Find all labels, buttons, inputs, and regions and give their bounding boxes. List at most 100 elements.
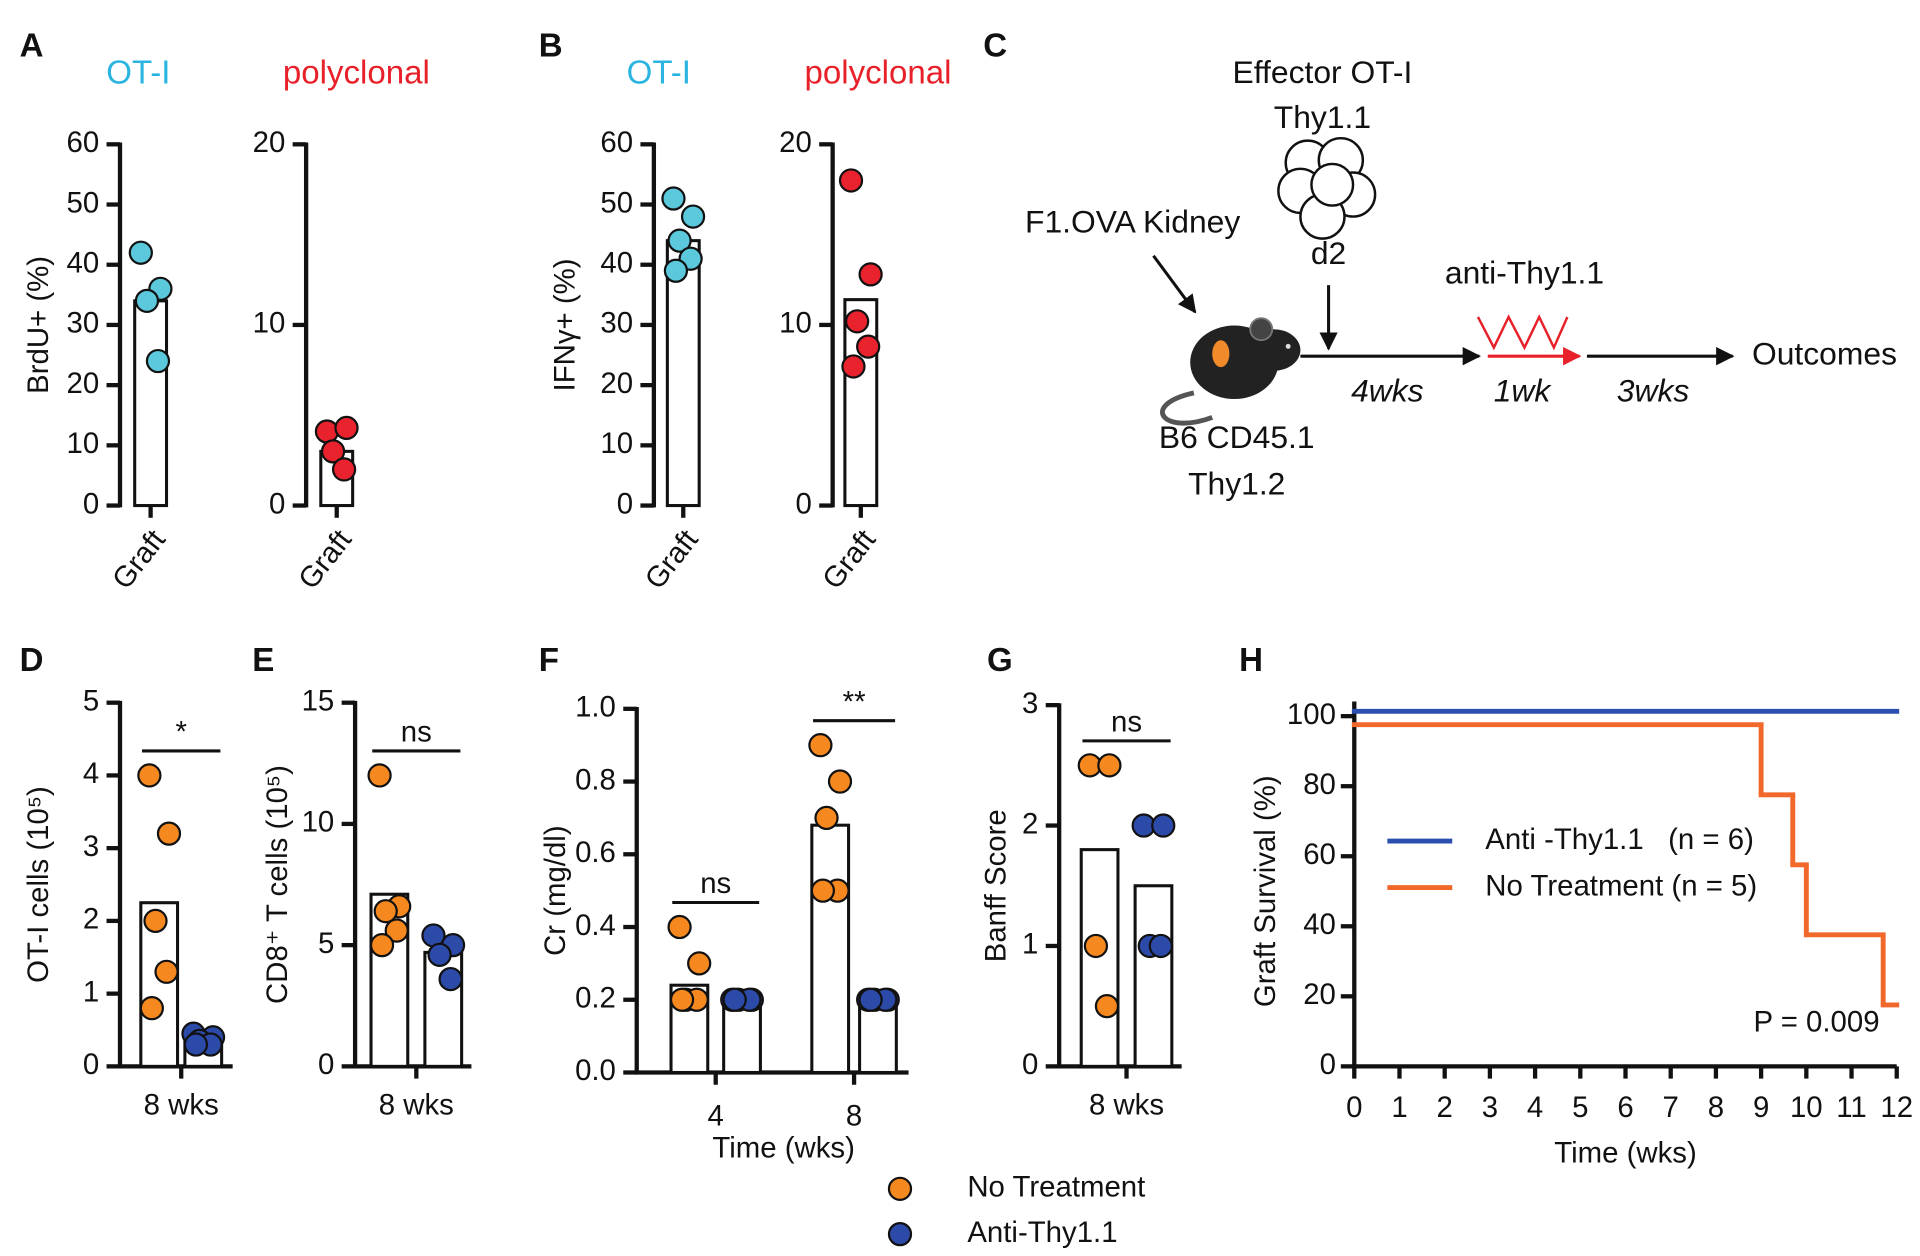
y-tick-label: 40	[1303, 908, 1336, 941]
x-tick-label: Graft	[638, 524, 704, 596]
interval-label: 4wks	[1351, 372, 1424, 408]
data-point	[367, 763, 392, 788]
panel-label: F	[539, 642, 559, 679]
x-tick-label: 4	[1527, 1091, 1543, 1124]
data-point	[331, 457, 357, 482]
data-point	[858, 987, 883, 1012]
data-point	[827, 769, 853, 794]
bar	[139, 901, 180, 1068]
panel-label: C	[983, 27, 1007, 64]
significance-label: ns	[1111, 705, 1142, 738]
y-tick-label: 0	[83, 487, 99, 520]
y-tick-label: 10	[779, 307, 812, 340]
bar	[1079, 848, 1120, 1068]
y-tick-label: 10	[302, 806, 335, 839]
y-tick-label: 20	[66, 367, 99, 400]
data-point	[373, 899, 398, 924]
y-tick-label: 2	[83, 903, 99, 936]
data-point	[1094, 994, 1120, 1019]
y-tick-label: 20	[1303, 978, 1336, 1011]
y-tick-label: 20	[253, 126, 286, 159]
y-axis-label: Graft Survival (%)	[1249, 775, 1282, 1007]
y-tick-label: 0	[83, 1048, 99, 1081]
x-tick-label: 8 wks	[1089, 1089, 1164, 1122]
host-label: Thy1.2	[1188, 465, 1285, 501]
x-tick-label: 8 wks	[379, 1089, 454, 1122]
y-tick-label: 30	[66, 307, 99, 340]
data-point	[858, 262, 883, 287]
x-tick-label: 8	[846, 1100, 862, 1133]
bar	[722, 998, 762, 1075]
bar	[810, 823, 851, 1075]
x-tick-label: 4	[708, 1100, 724, 1133]
x-tick-label: 8	[1708, 1091, 1724, 1124]
data-point	[661, 186, 686, 211]
y-tick-label: 50	[600, 186, 633, 219]
y-tick-label: 20	[779, 126, 812, 159]
legend-label: Anti -Thy1.1 (n = 6)	[1485, 823, 1754, 856]
y-axis-label: Banff Score	[980, 809, 1013, 962]
y-tick-label: 5	[83, 684, 99, 717]
y-tick-label: 0.8	[575, 763, 616, 796]
x-tick-label: 7	[1663, 1091, 1679, 1124]
data-point	[384, 918, 409, 943]
y-tick-label: 0	[269, 487, 285, 520]
x-tick-label: 12	[1880, 1091, 1913, 1124]
data-point	[667, 228, 692, 253]
outcome-label: Outcomes	[1752, 336, 1897, 372]
data-point	[667, 914, 692, 940]
injections	[1476, 314, 1569, 351]
data-point	[334, 415, 359, 441]
x-tick-label: 0	[1346, 1091, 1362, 1124]
legend-label: No Treatment	[967, 1171, 1145, 1204]
data-point	[134, 288, 160, 313]
y-tick-label: 0.4	[575, 909, 616, 942]
y-tick-label: 10	[253, 307, 286, 340]
data-point	[808, 733, 833, 758]
x-tick-label: 2	[1437, 1091, 1453, 1124]
arrow	[1152, 254, 1197, 314]
bar	[858, 998, 898, 1075]
y-tick-label: 0	[1022, 1048, 1038, 1081]
panel-label: D	[20, 642, 44, 679]
y-tick-label: 0	[1320, 1048, 1336, 1081]
y-tick-label: 10	[66, 427, 99, 460]
x-tick-label: 10	[1790, 1091, 1823, 1124]
data-point	[669, 987, 695, 1012]
data-point	[687, 951, 712, 976]
bar	[133, 299, 169, 508]
y-tick-label: 60	[66, 126, 99, 159]
panel-label: E	[252, 642, 274, 679]
data-point	[814, 805, 839, 831]
y-tick-label: 30	[600, 307, 633, 340]
chart-title: polyclonal	[283, 54, 430, 91]
data-point	[856, 334, 881, 359]
y-axis-label: CD8⁺ T cells (10⁵)	[261, 765, 294, 1004]
data-point	[427, 942, 452, 967]
y-tick-label: 60	[1303, 838, 1336, 871]
interval-label: 1wk	[1494, 372, 1553, 408]
chart-title: OT-I	[106, 54, 170, 91]
x-axis-label: Time (wks)	[1554, 1136, 1697, 1169]
data-point	[139, 996, 164, 1021]
y-tick-label: 1	[83, 975, 99, 1008]
y-axis-label: BrdU+ (%)	[22, 256, 55, 394]
annotation: P = 0.009	[1754, 1005, 1880, 1038]
y-tick-label: 20	[600, 367, 633, 400]
y-tick-label: 2	[1022, 807, 1038, 840]
x-tick-label: 8 wks	[144, 1089, 219, 1122]
interval-label: 3wks	[1617, 372, 1690, 408]
x-tick-label: 1	[1391, 1091, 1407, 1124]
y-tick-label: 3	[1022, 687, 1038, 720]
y-tick-label: 60	[600, 126, 633, 159]
panel-c-diagram: Effector OT-I Thy1.1 d2 F1.OVA Kidney an…	[1025, 54, 1897, 501]
y-tick-label: 1.0	[575, 691, 616, 724]
y-tick-label: 3	[83, 830, 99, 863]
y-tick-label: 50	[66, 186, 99, 219]
data-point	[810, 878, 835, 903]
panel-label: H	[1239, 642, 1263, 679]
y-tick-label: 0.2	[575, 982, 616, 1015]
data-point	[137, 763, 162, 788]
